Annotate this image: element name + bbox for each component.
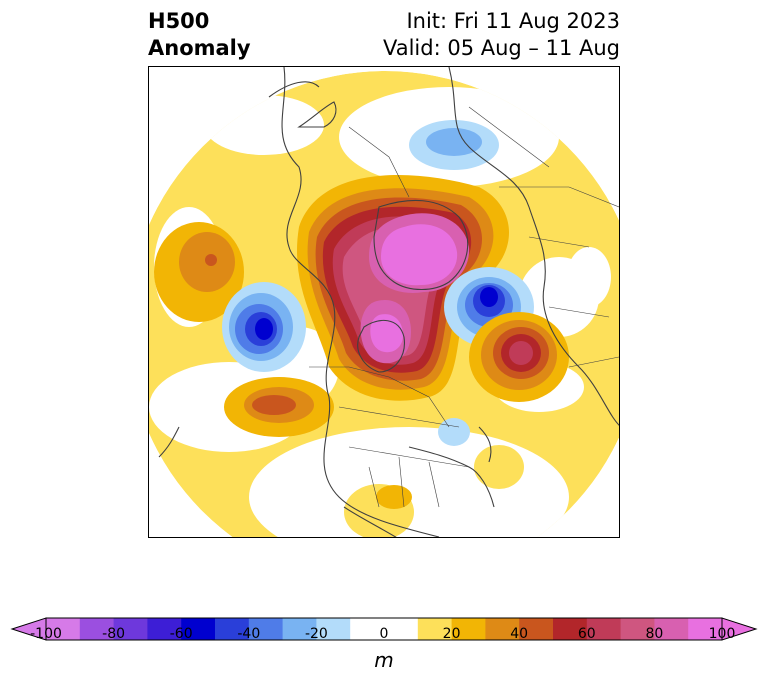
anomaly-map <box>148 66 620 538</box>
colorbar-segment <box>248 618 284 640</box>
colorbar-tick-label: -20 <box>304 626 328 642</box>
colorbar-segment <box>113 618 148 640</box>
title-type: Anomaly <box>148 36 251 60</box>
contour-neg50m <box>255 318 273 340</box>
colorbar-segment <box>147 618 182 640</box>
colorbar <box>10 617 758 641</box>
colorbar-tick-label: 0 <box>379 626 389 642</box>
colorbar-tick-label: -60 <box>169 626 193 642</box>
colorbar-unit-label: m <box>374 648 394 672</box>
contour-60m <box>509 341 533 365</box>
political-boundaries <box>309 106 619 508</box>
colorbar-segment <box>350 618 385 640</box>
colorbar-segment <box>553 618 588 640</box>
colorbar-segment <box>485 618 520 640</box>
title-left: H500 Anomaly <box>148 8 251 62</box>
colorbar-segment <box>586 618 622 640</box>
colorbar-segment <box>215 618 250 640</box>
colorbar-tick-label: -100 <box>30 626 62 642</box>
contour-20m <box>376 485 412 509</box>
map-svg <box>149 67 619 537</box>
colorbar-segment <box>417 618 453 640</box>
colorbar-segment <box>519 618 554 640</box>
contour-neg10m <box>438 418 470 446</box>
title-field: H500 <box>148 9 210 33</box>
colorbar-segment <box>282 618 317 640</box>
colorbar-border <box>45 617 723 641</box>
colorbar-segment <box>79 618 115 640</box>
title-right: Init: Fri 11 Aug 2023 Valid: 05 Aug – 11… <box>383 8 620 62</box>
contour-40m <box>252 395 296 415</box>
colorbar-tick-label: -80 <box>102 626 126 642</box>
colorbar-tick-label: 20 <box>442 626 461 642</box>
init-time: Init: Fri 11 Aug 2023 <box>406 9 620 33</box>
neutral-region <box>204 95 324 155</box>
colorbar-segment <box>620 618 655 640</box>
colorbar-segment <box>384 618 419 640</box>
colorbar-tick-label: 60 <box>577 626 596 642</box>
contour-neg20m <box>426 128 482 156</box>
colorbar-segment <box>688 618 723 640</box>
contour-10m <box>474 445 524 489</box>
anomaly-contours <box>149 71 619 537</box>
colorbar-segment <box>451 618 486 640</box>
colorbar-segment <box>46 618 81 640</box>
colorbar-tick-label: 80 <box>645 626 664 642</box>
neutral-region <box>567 247 611 307</box>
colorbar-tick-label: -40 <box>237 626 261 642</box>
valid-period: Valid: 05 Aug – 11 Aug <box>382 36 620 60</box>
colorbar-segment <box>181 618 216 640</box>
contour-neg50m <box>480 287 498 307</box>
coastlines <box>158 67 619 537</box>
contour-90m <box>381 224 458 286</box>
colorbar-segment <box>316 618 351 640</box>
colorbar-segment <box>654 618 689 640</box>
colorbar-tick-label: 100 <box>708 626 736 642</box>
contour-40m <box>205 254 217 266</box>
colorbar-tick-label: 40 <box>510 626 529 642</box>
